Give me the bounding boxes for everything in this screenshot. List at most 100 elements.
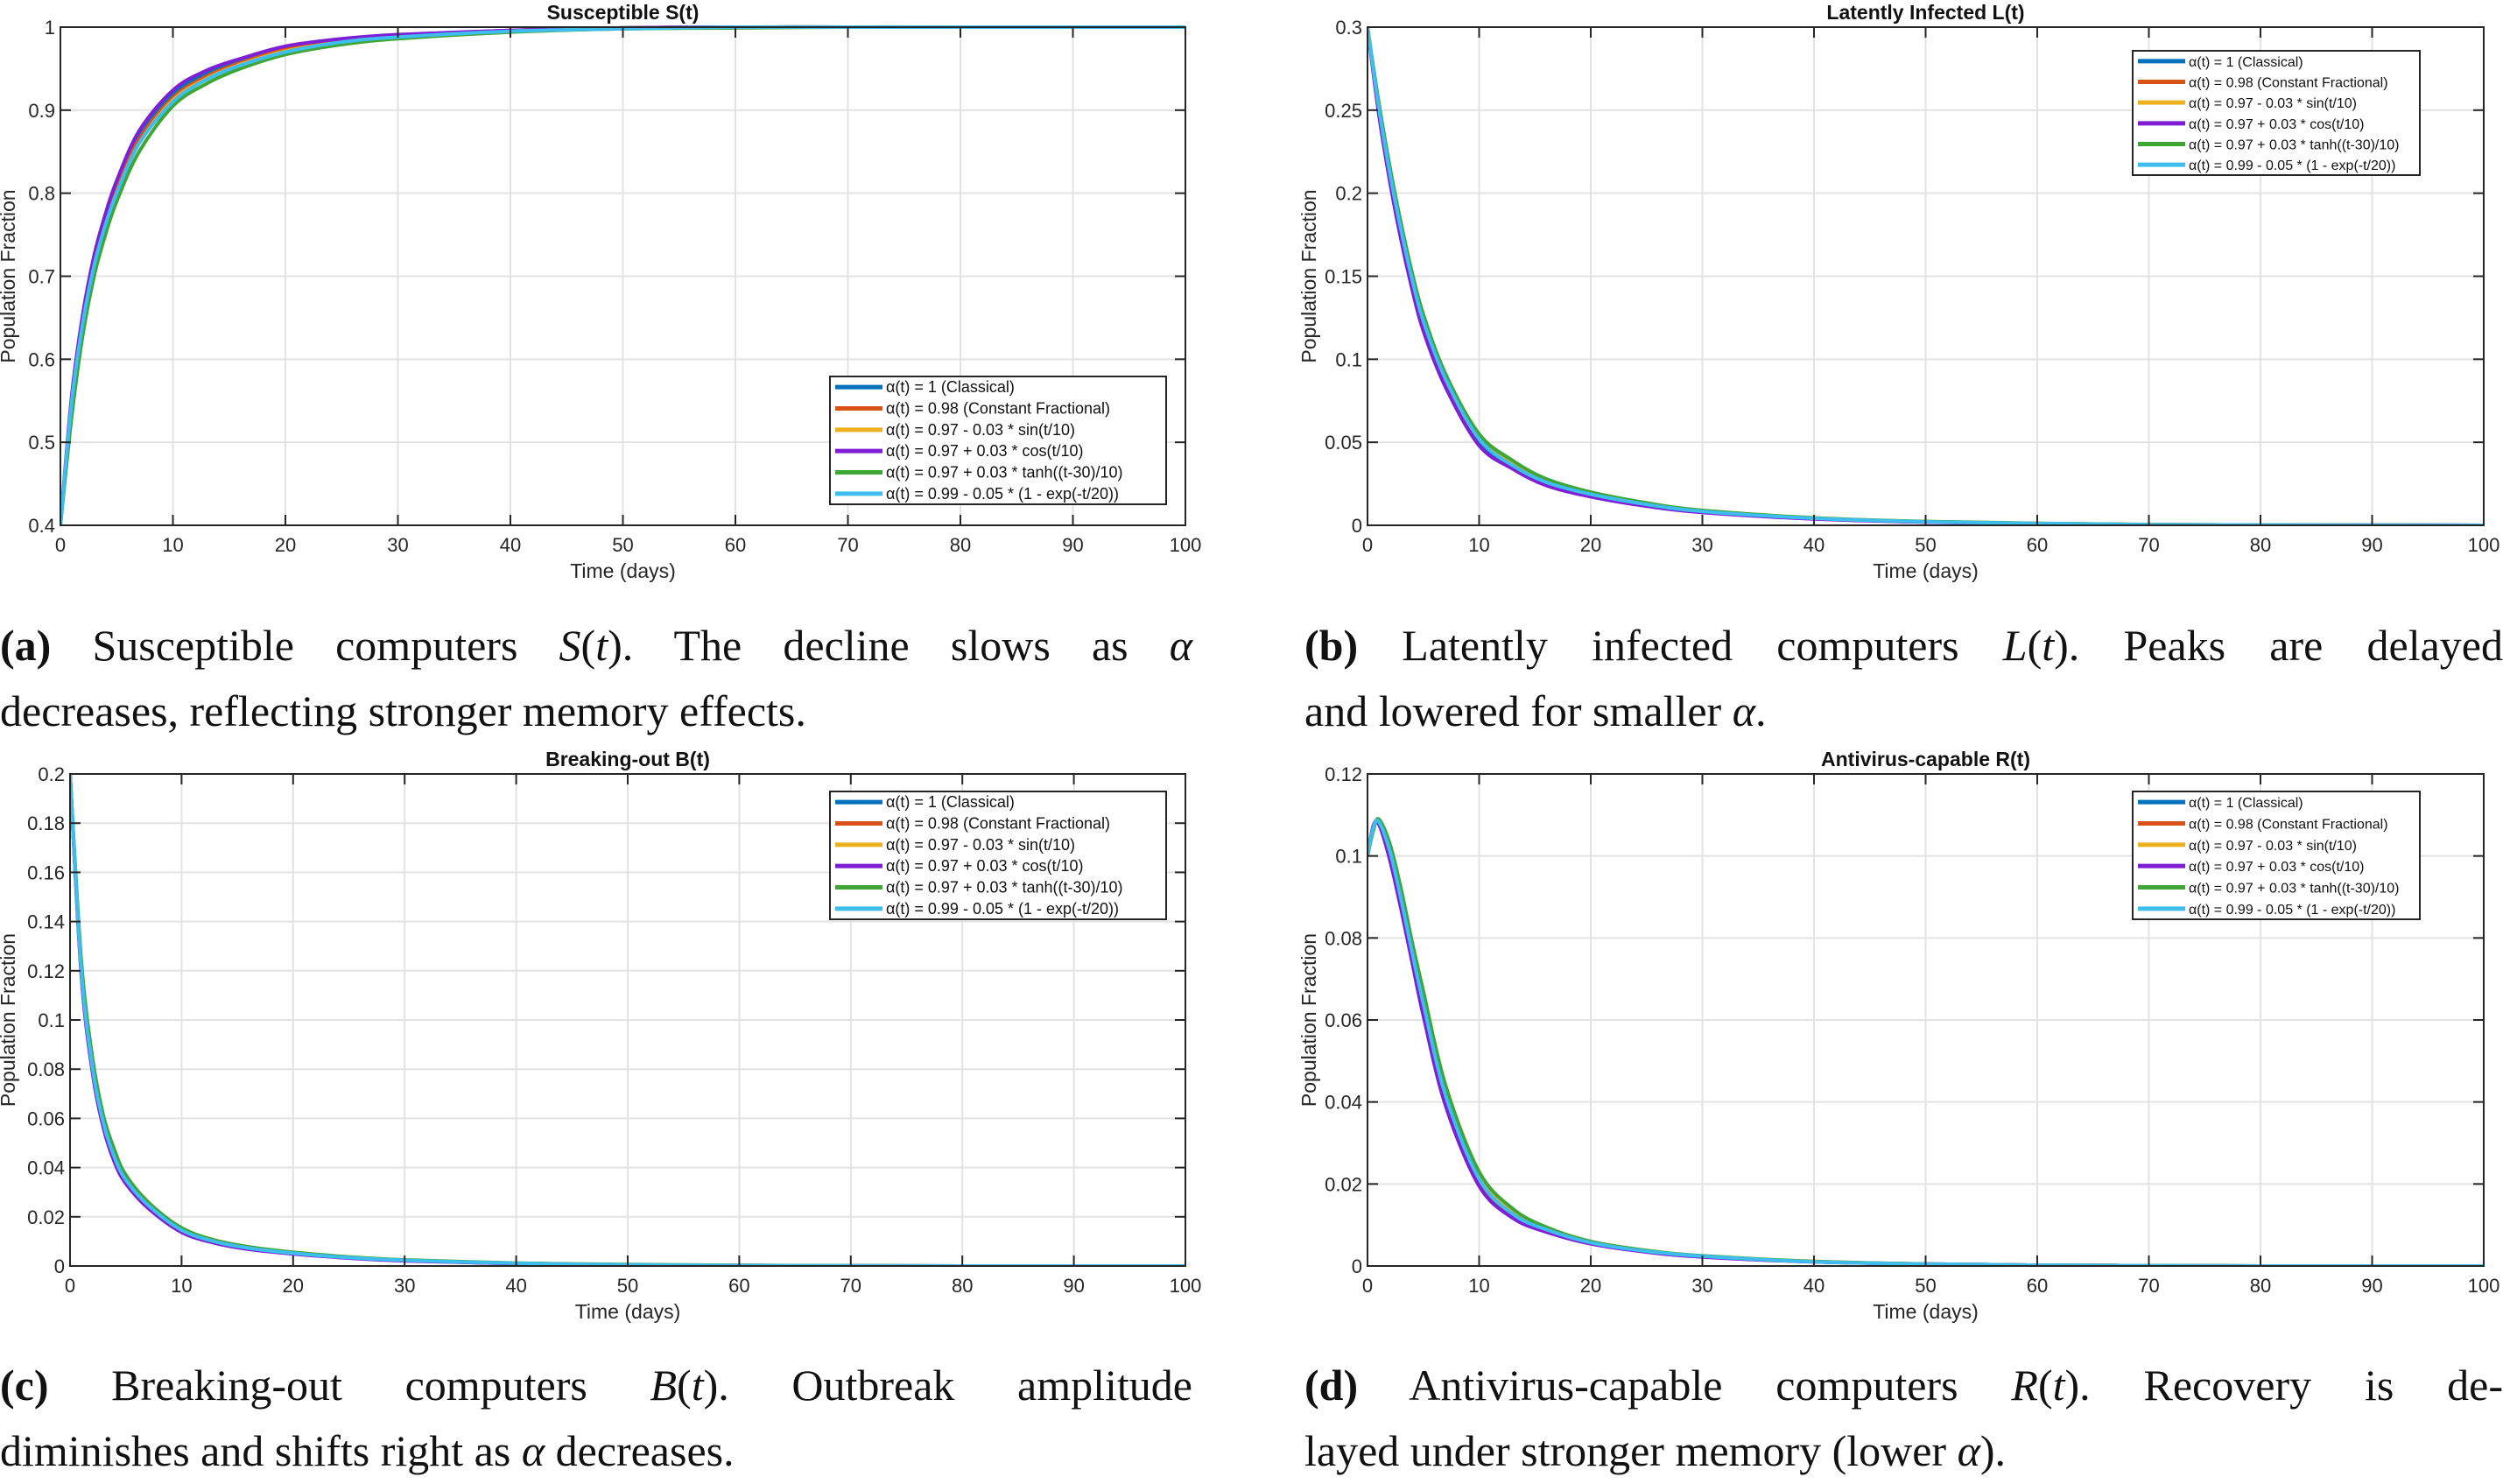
y-tick-label: 0.9 xyxy=(28,100,55,122)
x-tick-label: 0 xyxy=(1362,534,1373,556)
caption-c: (c) Breaking-out computers B(t). Outbrea… xyxy=(0,1353,1192,1484)
legend-label: α(t) = 0.98 (Constant Fractional) xyxy=(2189,818,2388,833)
caption-math: α xyxy=(521,1426,545,1475)
caption-label: (d) xyxy=(1304,1361,1359,1410)
caption-math: t xyxy=(691,1361,704,1410)
x-tick-label: 70 xyxy=(840,1275,861,1297)
caption-math: α xyxy=(1732,686,1755,735)
x-axis-label: Time (days) xyxy=(570,559,676,582)
chart-panel-1: 0 10 20 30 40 50 60 70 80 90 100 0 0.05 0.1 0.15 0.2 0.2… xyxy=(1297,1,2499,582)
legend-label: α(t) = 0.99 - 0.05 * (1 - exp(-t/20)) xyxy=(886,900,1119,918)
x-tick-label: 70 xyxy=(2138,1275,2159,1297)
caption-line: (b) Latently infected computers L(t). Pe… xyxy=(1304,613,2503,679)
caption-text: Susceptible computers xyxy=(51,621,559,670)
x-tick-label: 40 xyxy=(1803,1275,1825,1297)
caption-text: ( xyxy=(2027,621,2042,670)
x-tick-label: 80 xyxy=(2250,534,2271,556)
x-tick-label: 80 xyxy=(952,1275,973,1297)
x-tick-label: 50 xyxy=(617,1275,638,1297)
caption-line: (d) Antivirus-capable computers R(t). Re… xyxy=(1304,1353,2503,1418)
x-tick-label: 0 xyxy=(1362,1275,1373,1297)
x-tick-label: 30 xyxy=(1691,1275,1712,1297)
y-tick-label: 0.2 xyxy=(38,763,65,785)
legend-label: α(t) = 0.99 - 0.05 * (1 - exp(-t/20)) xyxy=(886,485,1119,503)
x-tick-label: 100 xyxy=(2468,534,2500,556)
caption-line: (a) Susceptible computers S(t). The decl… xyxy=(0,613,1192,679)
caption-line: (c) Breaking-out computers B(t). Outbrea… xyxy=(0,1353,1192,1418)
legend: α(t) = 1 (Classical) α(t) = 0.98 (Constan… xyxy=(2132,791,2421,920)
legend-label: α(t) = 0.99 - 0.05 * (1 - exp(-t/20)) xyxy=(2189,903,2395,918)
y-tick-label: 0.1 xyxy=(1335,846,1362,868)
x-axis-label: Time (days) xyxy=(1873,1300,1979,1323)
caption-label: (c) xyxy=(0,1361,49,1410)
legend-label: α(t) = 0.97 + 0.03 * cos(t/10) xyxy=(886,442,1084,460)
y-axis-label: Population Fraction xyxy=(1297,933,1320,1107)
y-tick-label: 0.25 xyxy=(1325,100,1362,122)
legend-box xyxy=(829,376,1167,505)
x-tick-label: 20 xyxy=(1580,1275,1601,1297)
x-tick-label: 10 xyxy=(1468,1275,1489,1297)
x-tick-label: 90 xyxy=(2361,1275,2382,1297)
y-tick-label: 0.04 xyxy=(1325,1092,1362,1114)
caption-math: t xyxy=(595,621,608,670)
y-tick-label: 0 xyxy=(54,1255,65,1277)
legend-label: α(t) = 0.97 + 0.03 * tanh((t-30)/10) xyxy=(2189,882,2399,897)
caption-text: and lowered for smaller xyxy=(1304,686,1733,735)
caption-line: decreases, reflecting stronger memory ef… xyxy=(0,679,1192,744)
x-tick-label: 50 xyxy=(612,534,633,556)
caption-text: ). Peaks are delayed xyxy=(2054,621,2503,670)
y-tick-label: 0.4 xyxy=(28,515,55,537)
y-tick-label: 0.02 xyxy=(27,1206,65,1228)
chart-title: Susceptible S(t) xyxy=(547,1,700,24)
x-tick-label: 100 xyxy=(1170,1275,1202,1297)
x-tick-label: 0 xyxy=(55,534,66,556)
x-axis-label: Time (days) xyxy=(575,1300,681,1323)
legend-label: α(t) = 1 (Classical) xyxy=(2189,55,2303,70)
series-line-5 xyxy=(1368,26,2484,525)
legend-label: α(t) = 0.99 - 0.05 * (1 - exp(-t/20)) xyxy=(2189,158,2395,173)
x-tick-label: 70 xyxy=(837,534,858,556)
y-tick-label: 0.2 xyxy=(1335,183,1362,205)
legend-label: α(t) = 0.97 - 0.03 * sin(t/10) xyxy=(2189,96,2357,111)
x-tick-label: 60 xyxy=(2027,1275,2048,1297)
caption-d: (d) Antivirus-capable computers R(t). Re… xyxy=(1304,1353,2503,1484)
legend-box xyxy=(2132,50,2421,176)
x-tick-label: 50 xyxy=(1915,1275,1936,1297)
y-tick-label: 0.18 xyxy=(27,812,65,834)
x-tick-label: 10 xyxy=(1468,534,1489,556)
x-tick-label: 40 xyxy=(500,534,521,556)
y-tick-label: 0.3 xyxy=(1335,17,1362,39)
y-axis-label: Population Fraction xyxy=(0,933,19,1107)
y-tick-label: 0.06 xyxy=(1325,1009,1362,1031)
caption-text: Breaking-out computers xyxy=(48,1361,650,1410)
caption-text: ( xyxy=(677,1361,692,1410)
legend-box xyxy=(829,791,1167,920)
x-tick-label: 30 xyxy=(387,534,408,556)
caption-text: ). The decline slows as xyxy=(608,621,1170,670)
x-tick-label: 70 xyxy=(2138,534,2159,556)
caption-math: α xyxy=(1957,1426,1980,1475)
caption-text: . xyxy=(1754,686,1767,735)
legend: α(t) = 1 (Classical) α(t) = 0.98 (Constan… xyxy=(2132,50,2421,176)
y-tick-label: 0.04 xyxy=(27,1157,65,1179)
chart-title: Latently Infected L(t) xyxy=(1826,1,2024,24)
caption-text: decreases, reflecting stronger memory ef… xyxy=(0,686,806,735)
x-tick-label: 20 xyxy=(1580,534,1601,556)
y-tick-label: 1 xyxy=(45,17,55,39)
caption-math: α xyxy=(1169,621,1192,670)
legend-label: α(t) = 0.97 + 0.03 * cos(t/10) xyxy=(886,857,1084,875)
legend-label: α(t) = 1 (Classical) xyxy=(886,793,1015,811)
x-tick-label: 20 xyxy=(275,534,296,556)
caption-a: (a) Susceptible computers S(t). The decl… xyxy=(0,613,1192,744)
x-tick-label: 50 xyxy=(1915,534,1936,556)
legend-label: α(t) = 0.97 - 0.03 * sin(t/10) xyxy=(886,421,1075,439)
legend: α(t) = 1 (Classical) α(t) = 0.98 (Constan… xyxy=(829,376,1167,505)
caption-text: diminishes and shifts right as xyxy=(0,1426,522,1475)
legend-label: α(t) = 0.98 (Constant Fractional) xyxy=(886,815,1110,833)
caption-label: (b) xyxy=(1304,621,1359,670)
x-tick-label: 30 xyxy=(394,1275,415,1297)
legend: α(t) = 1 (Classical) α(t) = 0.98 (Constan… xyxy=(829,791,1167,920)
caption-b: (b) Latently infected computers L(t). Pe… xyxy=(1304,613,2503,744)
caption-math: t xyxy=(2052,1361,2065,1410)
caption-line: and lowered for smaller α. xyxy=(1304,679,2503,744)
